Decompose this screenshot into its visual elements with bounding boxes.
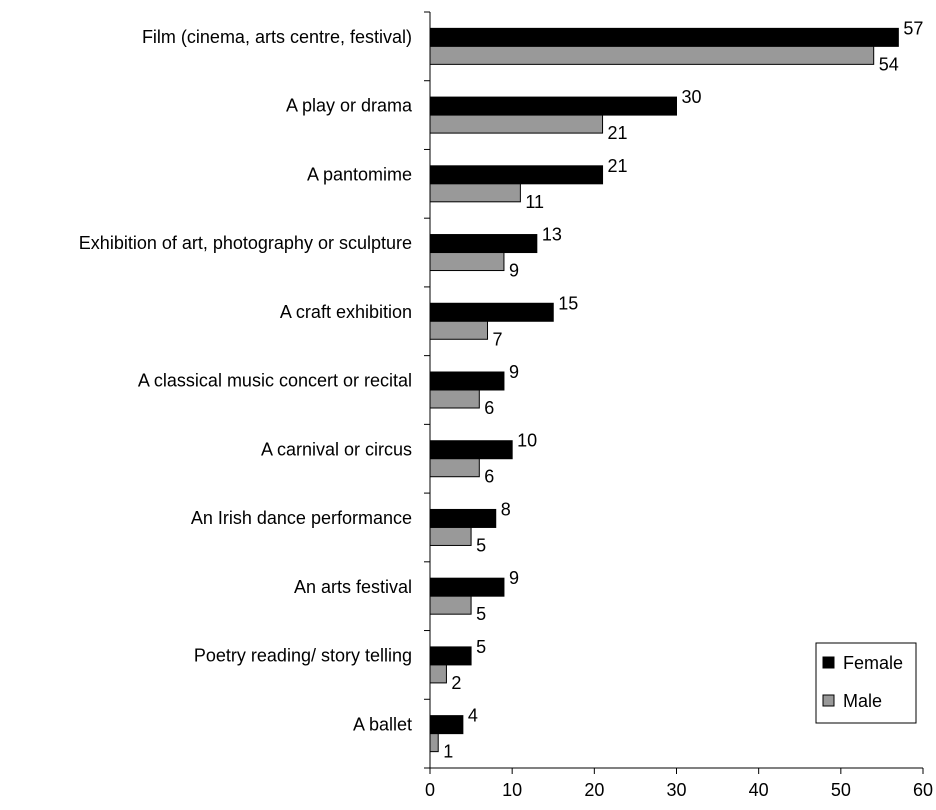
- category-label: An Irish dance performance: [191, 508, 412, 528]
- category-label: A classical music concert or recital: [138, 371, 412, 391]
- bar-male: [429, 526, 472, 546]
- data-label-male: 11: [525, 192, 544, 212]
- legend-swatch-female: [822, 656, 835, 669]
- bar-male: [429, 458, 480, 478]
- category-label: An arts festival: [294, 577, 412, 597]
- data-label-male: 7: [493, 329, 503, 349]
- bar-female: [429, 371, 505, 391]
- legend-label-female: Female: [843, 653, 903, 673]
- x-tick-label: 50: [831, 780, 851, 800]
- category-label: A ballet: [353, 714, 412, 734]
- bar-female: [429, 302, 554, 322]
- data-label-male: 5: [476, 535, 486, 555]
- data-label-female: 5: [476, 637, 486, 657]
- bar-male: [429, 733, 439, 753]
- bar-male: [429, 45, 875, 65]
- data-label-male: 6: [484, 467, 494, 487]
- data-label-female: 15: [558, 293, 578, 313]
- bar-male: [429, 389, 480, 409]
- x-tick-label: 10: [502, 780, 522, 800]
- data-label-female: 10: [517, 431, 537, 451]
- bar-female: [429, 508, 497, 528]
- category-label: A play or drama: [286, 96, 413, 116]
- bar-female: [429, 165, 604, 185]
- bar-male: [429, 252, 505, 272]
- bar-female: [429, 440, 513, 460]
- bar-female: [429, 715, 464, 735]
- data-label-male: 5: [476, 604, 486, 624]
- ticks-layer: 0 10 20 30 40 50 60: [424, 11, 933, 800]
- bar-male: [429, 114, 604, 134]
- data-label-male: 9: [509, 261, 519, 281]
- bar-male: [429, 320, 489, 340]
- labels-layer: Film (cinema, arts centre, festival) 5754…: [79, 18, 924, 761]
- data-label-male: 1: [443, 742, 453, 762]
- x-tick-label: 30: [666, 780, 686, 800]
- x-tick-label: 60: [913, 780, 933, 800]
- data-label-female: 4: [468, 706, 478, 726]
- data-label-female: 13: [542, 225, 562, 245]
- bar-male: [429, 183, 521, 203]
- data-label-female: 8: [501, 499, 511, 519]
- category-label: A carnival or circus: [261, 439, 412, 459]
- category-label: A pantomime: [307, 164, 412, 184]
- data-label-male: 54: [879, 54, 899, 74]
- data-label-male: 21: [608, 123, 628, 143]
- bar-female: [429, 27, 899, 47]
- bar-female: [429, 577, 505, 597]
- legend-swatch-male: [822, 694, 835, 707]
- data-label-female: 30: [682, 87, 702, 107]
- bar-male: [429, 664, 447, 684]
- category-label: Poetry reading/ story telling: [194, 646, 412, 666]
- category-label: Film (cinema, arts centre, festival): [142, 27, 412, 47]
- data-label-female: 9: [509, 568, 519, 588]
- bar-male: [429, 595, 472, 615]
- data-label-male: 2: [451, 673, 461, 693]
- x-tick-label: 0: [425, 780, 435, 800]
- legend-label-male: Male: [843, 691, 882, 711]
- bar-female: [429, 234, 538, 254]
- category-label: Exhibition of art, photography or sculpt…: [79, 233, 412, 253]
- category-label: A craft exhibition: [280, 302, 412, 322]
- x-tick-label: 40: [749, 780, 769, 800]
- x-tick-label: 20: [584, 780, 604, 800]
- legend: Female Male: [815, 642, 917, 724]
- bar-female: [429, 646, 472, 666]
- data-label-male: 6: [484, 398, 494, 418]
- bar-female: [429, 96, 677, 116]
- legend-box: [815, 642, 917, 724]
- data-label-female: 21: [608, 156, 628, 176]
- data-label-female: 9: [509, 362, 519, 382]
- data-label-female: 57: [903, 18, 923, 38]
